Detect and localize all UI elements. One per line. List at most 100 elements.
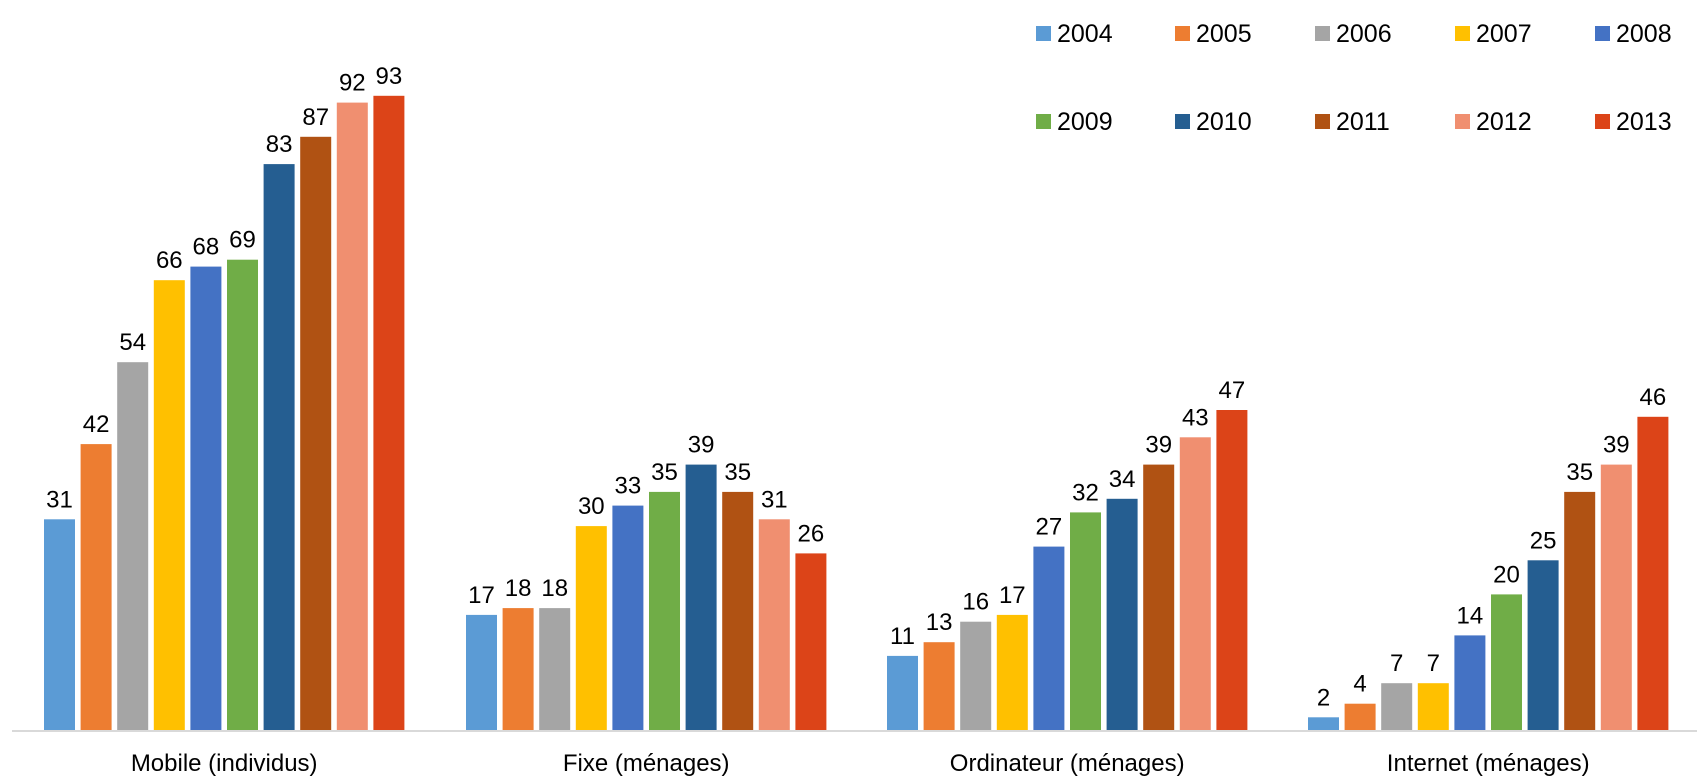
data-label-2010-3: 34 bbox=[1109, 466, 1136, 493]
data-label-2006-4: 7 bbox=[1390, 650, 1403, 677]
data-label-2013-2: 26 bbox=[798, 520, 825, 547]
data-label-2012-3: 43 bbox=[1182, 404, 1209, 431]
bar-2009-4 bbox=[1491, 594, 1522, 731]
data-label-2006-3: 16 bbox=[962, 589, 989, 616]
data-label-2011-4: 35 bbox=[1566, 459, 1593, 486]
legend-item-2009: 2009 bbox=[1036, 108, 1113, 136]
bar-2009-2 bbox=[649, 491, 680, 731]
bar-2006-3 bbox=[960, 621, 992, 731]
legend-swatch-2011 bbox=[1315, 114, 1330, 129]
legend-item-2007: 2007 bbox=[1455, 20, 1532, 48]
legend-label-2009: 2009 bbox=[1057, 108, 1113, 136]
legend-swatch-2012 bbox=[1455, 114, 1470, 129]
data-label-2008-2: 33 bbox=[615, 473, 642, 500]
bar-2005-4 bbox=[1344, 703, 1376, 731]
data-label-2010-2: 39 bbox=[688, 432, 715, 459]
bar-2012-4 bbox=[1600, 464, 1632, 731]
legend-label-2012: 2012 bbox=[1476, 108, 1532, 136]
bar-2006-4 bbox=[1381, 683, 1413, 731]
legend-item-2010: 2010 bbox=[1175, 108, 1252, 136]
bar-2013-3 bbox=[1216, 410, 1248, 731]
bar-2004-1 bbox=[44, 519, 75, 731]
bar-2007-3 bbox=[996, 614, 1028, 731]
legend-item-2011: 2011 bbox=[1315, 108, 1390, 136]
bar-2010-1 bbox=[263, 164, 295, 732]
bar-2010-2 bbox=[685, 464, 717, 731]
bar-2013-1 bbox=[373, 95, 405, 732]
data-label-2012-4: 39 bbox=[1603, 432, 1630, 459]
legend-swatch-2005 bbox=[1175, 26, 1190, 41]
data-label-2010-1: 83 bbox=[266, 131, 293, 158]
bar-2007-4 bbox=[1417, 683, 1449, 731]
data-label-2007-3: 17 bbox=[999, 582, 1026, 609]
data-label-2006-1: 54 bbox=[119, 329, 146, 356]
data-label-2005-2: 18 bbox=[505, 575, 532, 602]
legend-item-2004: 2004 bbox=[1036, 20, 1113, 48]
bar-2005-1 bbox=[80, 444, 112, 731]
legend-swatch-2010 bbox=[1175, 114, 1190, 129]
bar-2011-3 bbox=[1143, 464, 1175, 731]
bar-2012-1 bbox=[336, 102, 368, 732]
category-labels-group: Mobile (individus) Fixe (ménages) Ordinate… bbox=[131, 750, 1590, 777]
legend-swatch-2008 bbox=[1595, 26, 1610, 41]
bar-2004-4 bbox=[1308, 717, 1339, 731]
bar-2010-3 bbox=[1106, 498, 1138, 731]
bar-2004-3 bbox=[887, 655, 918, 731]
bar-2011-1 bbox=[300, 136, 332, 732]
legend-label-2004: 2004 bbox=[1057, 20, 1113, 48]
data-labels-group: 31 42 54 66 68 69 83 87 92 93 17 18 18 30 33 35 39 35 31 26… bbox=[46, 63, 1667, 711]
data-label-2006-2: 18 bbox=[541, 575, 568, 602]
category-label-3: Ordinateur (ménages) bbox=[950, 750, 1185, 777]
legend-label-2008: 2008 bbox=[1616, 20, 1672, 48]
bar-2005-2 bbox=[502, 608, 534, 731]
legend-label-2007: 2007 bbox=[1476, 20, 1532, 48]
data-label-2004-1: 31 bbox=[46, 486, 73, 513]
legend-swatch-2004 bbox=[1036, 26, 1051, 41]
data-label-2005-3: 13 bbox=[926, 609, 953, 636]
bar-2010-4 bbox=[1527, 560, 1559, 732]
bar-2007-1 bbox=[153, 280, 185, 731]
legend-swatch-2006 bbox=[1315, 26, 1330, 41]
data-label-2011-1: 87 bbox=[302, 104, 329, 131]
legend-label-2010: 2010 bbox=[1196, 108, 1252, 136]
legend-item-2012: 2012 bbox=[1455, 108, 1532, 136]
bar-2008-3 bbox=[1033, 546, 1065, 731]
legend-label-2013: 2013 bbox=[1616, 108, 1672, 136]
data-label-2007-4: 7 bbox=[1427, 650, 1440, 677]
bar-2011-4 bbox=[1564, 491, 1596, 731]
legend-label-2011: 2011 bbox=[1336, 108, 1390, 136]
data-label-2013-1: 93 bbox=[376, 63, 403, 90]
bar-2013-2 bbox=[795, 553, 827, 731]
data-label-2009-1: 69 bbox=[229, 227, 256, 254]
bar-2009-1 bbox=[227, 259, 258, 731]
legend-item-2008: 2008 bbox=[1595, 20, 1672, 48]
data-label-2012-1: 92 bbox=[339, 70, 366, 97]
data-label-2009-2: 35 bbox=[651, 459, 678, 486]
bar-2004-2 bbox=[466, 614, 497, 731]
data-label-2008-3: 27 bbox=[1036, 514, 1063, 541]
legend-swatch-2007 bbox=[1455, 26, 1470, 41]
legend-label-2006: 2006 bbox=[1336, 20, 1392, 48]
data-label-2005-1: 42 bbox=[83, 411, 110, 438]
data-label-2010-4: 25 bbox=[1530, 527, 1557, 554]
data-label-2007-1: 66 bbox=[156, 247, 183, 274]
bar-2008-1 bbox=[190, 266, 222, 731]
legend-item-2006: 2006 bbox=[1315, 20, 1392, 48]
bar-2012-3 bbox=[1179, 437, 1211, 731]
data-label-2004-4: 2 bbox=[1317, 684, 1330, 711]
data-label-2013-3: 47 bbox=[1219, 377, 1246, 404]
data-label-2013-4: 46 bbox=[1640, 384, 1667, 411]
data-label-2004-3: 11 bbox=[890, 623, 915, 650]
category-label-2: Fixe (ménages) bbox=[563, 750, 730, 777]
data-label-2011-2: 35 bbox=[724, 459, 751, 486]
data-label-2009-4: 20 bbox=[1493, 561, 1520, 588]
bar-2011-2 bbox=[722, 491, 754, 731]
legend-label-2005: 2005 bbox=[1196, 20, 1252, 48]
bar-2009-3 bbox=[1070, 512, 1101, 731]
category-label-1: Mobile (individus) bbox=[131, 750, 318, 777]
bars-group bbox=[44, 95, 1669, 732]
bar-2006-1 bbox=[117, 362, 149, 731]
data-label-2004-2: 17 bbox=[468, 582, 495, 609]
